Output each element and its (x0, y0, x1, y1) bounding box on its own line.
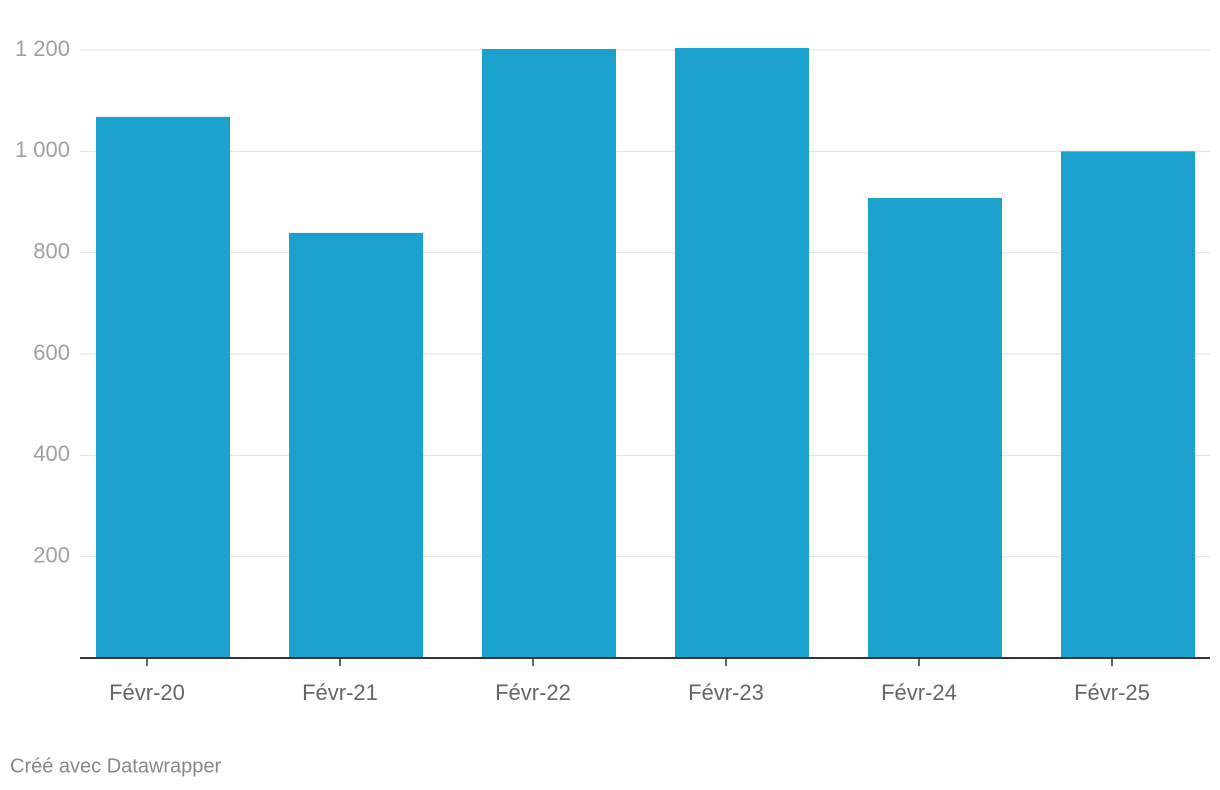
y-tick-label: 1 000 (15, 137, 70, 162)
bar (675, 47, 809, 659)
y-tick-label: 800 (33, 238, 70, 263)
bar (96, 116, 230, 658)
bar (482, 48, 616, 658)
x-tick-label: Févr-23 (688, 680, 764, 705)
y-tick-label: 1 200 (15, 36, 70, 61)
x-tick-label: Févr-24 (881, 680, 957, 705)
bar (868, 197, 1002, 659)
bar (1061, 151, 1195, 659)
footer: Créé avec Datawrapper (10, 755, 222, 777)
x-tick-label: Févr-21 (302, 680, 378, 705)
y-tick-label: 400 (33, 441, 70, 466)
x-tick-label: Févr-25 (1074, 680, 1150, 705)
y-tick-label: 200 (33, 542, 70, 567)
x-tick-label: Févr-22 (495, 680, 571, 705)
bar (289, 232, 423, 658)
x-tick-label: Févr-20 (109, 680, 185, 705)
y-tick-label: 600 (33, 340, 70, 365)
